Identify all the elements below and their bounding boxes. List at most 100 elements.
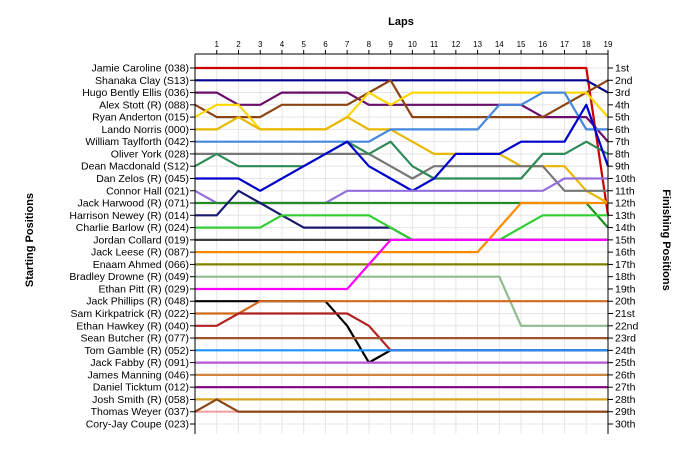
starting-label: Ryan Anderton (015): [92, 112, 189, 124]
starting-label: William Taylforth (042): [85, 136, 189, 148]
finishing-label: 2nd: [615, 75, 633, 87]
series-line-14: [195, 214, 608, 241]
starting-label: Bradley Drowne (R) (049): [69, 271, 189, 283]
starting-label: Jack Fabby (R) (091): [90, 357, 189, 369]
lap-tick-label: 9: [388, 40, 393, 49]
starting-label: Connor Hall (021): [106, 185, 189, 197]
finishing-label: 9th: [615, 161, 630, 173]
finishing-label: 13th: [615, 210, 636, 222]
finishing-label: 3rd: [615, 87, 630, 99]
finishing-label: 25th: [615, 357, 636, 369]
finishing-label: 14th: [615, 222, 636, 234]
starting-label: Jamie Caroline (038): [92, 63, 189, 75]
finishing-label: 5th: [615, 112, 630, 124]
starting-label: James Manning (046): [87, 369, 189, 381]
starting-label: Jack Leese (R) (087): [91, 247, 189, 259]
lap-tick-label: 4: [280, 40, 285, 49]
lap-tick-label: 1: [215, 40, 220, 49]
lap-tick-label: 14: [495, 40, 504, 49]
starting-label: Oliver York (028): [111, 148, 189, 160]
series-line-2: [195, 79, 609, 94]
starting-label: Josh Smith (R) (058): [92, 394, 189, 406]
finishing-position-labels: 1st2nd3rd4th5th6th7th8th9th10th11th12th1…: [615, 63, 639, 431]
finishing-label: 15th: [615, 234, 636, 246]
starting-position-labels: Jamie Caroline (038)Shanaka Clay (S13)Hu…: [69, 63, 189, 431]
series-line-9: [194, 140, 609, 180]
finishing-label: 18th: [615, 271, 636, 283]
finishing-label: 19th: [615, 283, 636, 295]
lap-tick-label: 15: [517, 40, 526, 49]
finishing-label: 21st: [615, 308, 635, 320]
lap-tick-label: 19: [604, 40, 613, 49]
finishing-label: 26th: [615, 369, 636, 381]
finishing-label: 11th: [615, 185, 635, 197]
lap-tick-label: 6: [323, 40, 328, 49]
right-axis-title: Finishing Positions: [660, 189, 672, 290]
x-axis-title: Laps: [388, 16, 414, 28]
lap-tick-label: 13: [473, 40, 482, 49]
starting-label: Lando Norris (000): [101, 124, 189, 136]
lap-tick-label: 8: [367, 40, 372, 49]
finishing-label: 27th: [615, 382, 636, 394]
lap-tick-label: 18: [582, 40, 591, 49]
starting-label: Harrison Newey (R) (014): [69, 210, 189, 222]
series-line-8: [195, 152, 608, 192]
finishing-label: 6th: [615, 124, 630, 136]
starting-label: Jack Phillips (R) (048): [86, 296, 189, 308]
starting-label: Sam Kirkpatrick (R) (022): [71, 308, 189, 320]
starting-label: Jordan Collard (019): [93, 234, 189, 246]
starting-label: Tom Gamble (R) (052): [85, 345, 189, 357]
finishing-label: 16th: [615, 247, 636, 259]
lap-tick-label: 17: [560, 40, 569, 49]
left-axis-title: Starting Positions: [24, 193, 36, 287]
finishing-label: 28th: [615, 394, 636, 406]
finishing-label: 4th: [615, 99, 630, 111]
lap-tick-label: 10: [408, 40, 417, 49]
starting-label: Cory-Jay Coupe (023): [86, 419, 189, 431]
series-line-19: [195, 238, 608, 291]
lap-tick-label: 2: [236, 40, 241, 49]
finishing-label: 22nd: [615, 320, 639, 332]
lap-tick-label: 11: [430, 40, 439, 49]
finishing-label: 17th: [615, 259, 636, 271]
starting-label: Sean Butcher (R) (077): [80, 333, 189, 345]
starting-label: Charlie Barlow (R) (024): [76, 222, 189, 234]
lap-tick-label: 12: [451, 40, 460, 49]
finishing-label: 7th: [615, 136, 630, 148]
lap-tick-label: 3: [258, 40, 263, 49]
finishing-label: 20th: [615, 296, 636, 308]
axes: [190, 50, 613, 434]
lap-tick-labels: 1 2 3 4 5 6 7 8 9 10 11 12 13 14 15 16 17 18 19: [215, 40, 613, 49]
series-line-21: [195, 300, 608, 315]
lap-tick-label: 5: [301, 40, 306, 49]
series-layer: [194, 66, 610, 413]
series-line-3: [195, 91, 609, 143]
starting-label: Jack Harwood (R) (071): [78, 198, 189, 210]
lap-tick-label: 7: [345, 40, 350, 49]
finishing-label: 1st: [615, 63, 629, 75]
finishing-label: 24th: [615, 345, 636, 357]
starting-label: Dan Zelos (R) (045): [96, 173, 189, 185]
series-line-7: [195, 91, 608, 143]
series-line-1: [195, 66, 610, 216]
series-line-30: [194, 398, 608, 413]
series-line-18: [195, 275, 608, 327]
starting-label: Daniel Ticktum (012): [93, 382, 189, 394]
lap-tick-label: 16: [538, 40, 547, 49]
finishing-label: 30th: [615, 419, 636, 431]
finishing-label: 10th: [615, 173, 636, 185]
series-line-16: [195, 201, 608, 254]
starting-label: Alex Stott (R) (088): [99, 99, 189, 111]
starting-label: Dean Macdonald (S12): [81, 161, 189, 173]
finishing-label: 29th: [615, 406, 636, 418]
starting-label: Thomas Weyer (037): [91, 406, 189, 418]
starting-label: Ethan Pitt (R) (029): [99, 283, 189, 295]
finishing-label: 23rd: [615, 333, 636, 345]
finishing-label: 8th: [615, 148, 630, 160]
series-line-10: [195, 103, 610, 192]
starting-label: Enaam Ahmed (066): [93, 259, 189, 271]
finishing-label: 12th: [615, 198, 636, 210]
starting-label: Ethan Hawkey (R) (040): [76, 320, 189, 332]
starting-label: Hugo Bently Ellis (036): [82, 87, 189, 99]
